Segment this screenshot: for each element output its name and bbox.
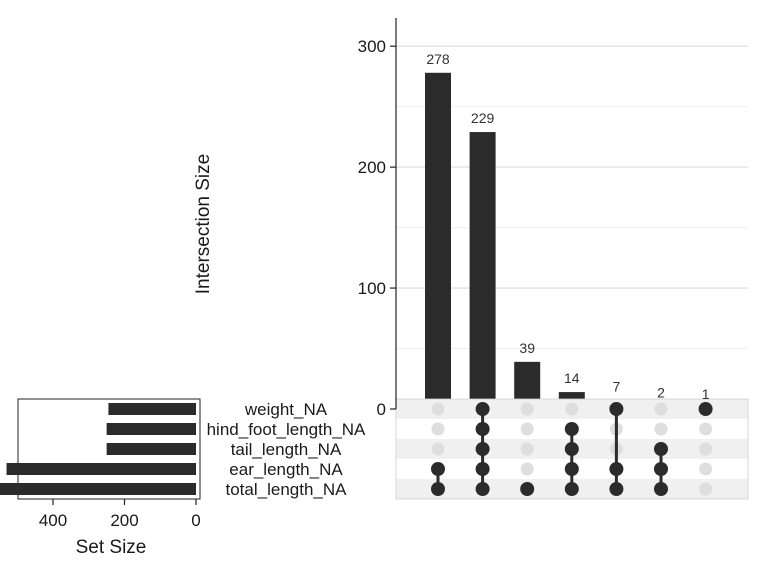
matrix-dot-active (654, 482, 668, 496)
matrix-dot-inactive (699, 442, 713, 456)
matrix-dot-active (475, 402, 490, 416)
bar-value-label: 278 (426, 51, 450, 67)
matrix-dot-active (475, 482, 490, 496)
y-tick-label: 300 (358, 37, 386, 56)
matrix-dot-active (609, 462, 624, 476)
matrix-dot-active (609, 402, 624, 416)
matrix-dot-inactive (431, 422, 445, 436)
bar-value-label: 2 (657, 385, 665, 401)
matrix-dot-inactive (520, 442, 534, 456)
set-size-bar (106, 443, 196, 455)
matrix-dot-inactive (699, 482, 713, 496)
matrix-dot-inactive (654, 402, 668, 416)
set-size-bar (108, 403, 196, 415)
matrix-dot-active (431, 462, 445, 476)
set-size-axis-title: Set Size (76, 537, 147, 558)
matrix-dot-active (564, 422, 579, 436)
matrix-dot-inactive (520, 462, 534, 476)
matrix-dot-active (654, 442, 668, 456)
bar-value-label: 39 (519, 340, 535, 356)
y-axis-title: Intersection Size (193, 154, 214, 294)
matrix-dot-active (698, 402, 713, 416)
matrix-dot-active (654, 462, 668, 476)
matrix-dot-inactive (565, 402, 579, 416)
y-tick-label: 200 (358, 158, 386, 177)
set-size-bar (6, 463, 197, 475)
matrix-dot-inactive (699, 462, 713, 476)
intersection-bar (469, 132, 496, 409)
matrix-dot-inactive (431, 442, 445, 456)
matrix-dot-inactive (699, 422, 713, 436)
matrix-dot-active (431, 482, 445, 496)
matrix-dot-active (475, 422, 490, 436)
set-size-tick-label: 200 (110, 511, 138, 530)
matrix-dot-active (609, 482, 624, 496)
y-tick-label: 0 (377, 400, 386, 419)
bar-value-label: 1 (702, 386, 710, 402)
set-name-label: tail_length_NA (231, 440, 342, 459)
set-name-label: weight_NA (244, 400, 328, 419)
matrix-dot-active (520, 482, 535, 496)
set-size-bar (106, 423, 196, 435)
matrix-frame (395, 398, 749, 500)
set-name-label: hind_foot_length_NA (207, 420, 366, 439)
y-tick-label: 100 (358, 279, 386, 298)
matrix-dot-inactive (520, 422, 534, 436)
matrix-dot-active (475, 442, 490, 456)
set-name-label: total_length_NA (226, 480, 348, 499)
matrix-dot-active (564, 442, 579, 456)
bar-value-label: 229 (471, 110, 495, 126)
matrix-dot-active (564, 462, 579, 476)
set-size-bar (0, 483, 196, 495)
matrix-dot-active (564, 482, 579, 496)
matrix-dot-inactive (520, 402, 534, 416)
bar-value-label: 14 (564, 370, 580, 386)
bar-value-label: 7 (613, 379, 621, 395)
set-size-tick-label: 400 (39, 511, 67, 530)
matrix-dot-inactive (431, 402, 445, 416)
intersection-bar (425, 72, 451, 409)
matrix-dot-active (475, 462, 490, 476)
matrix-dot-inactive (654, 422, 668, 436)
set-size-tick-label: 0 (191, 511, 200, 530)
set-name-label: ear_length_NA (229, 460, 343, 479)
